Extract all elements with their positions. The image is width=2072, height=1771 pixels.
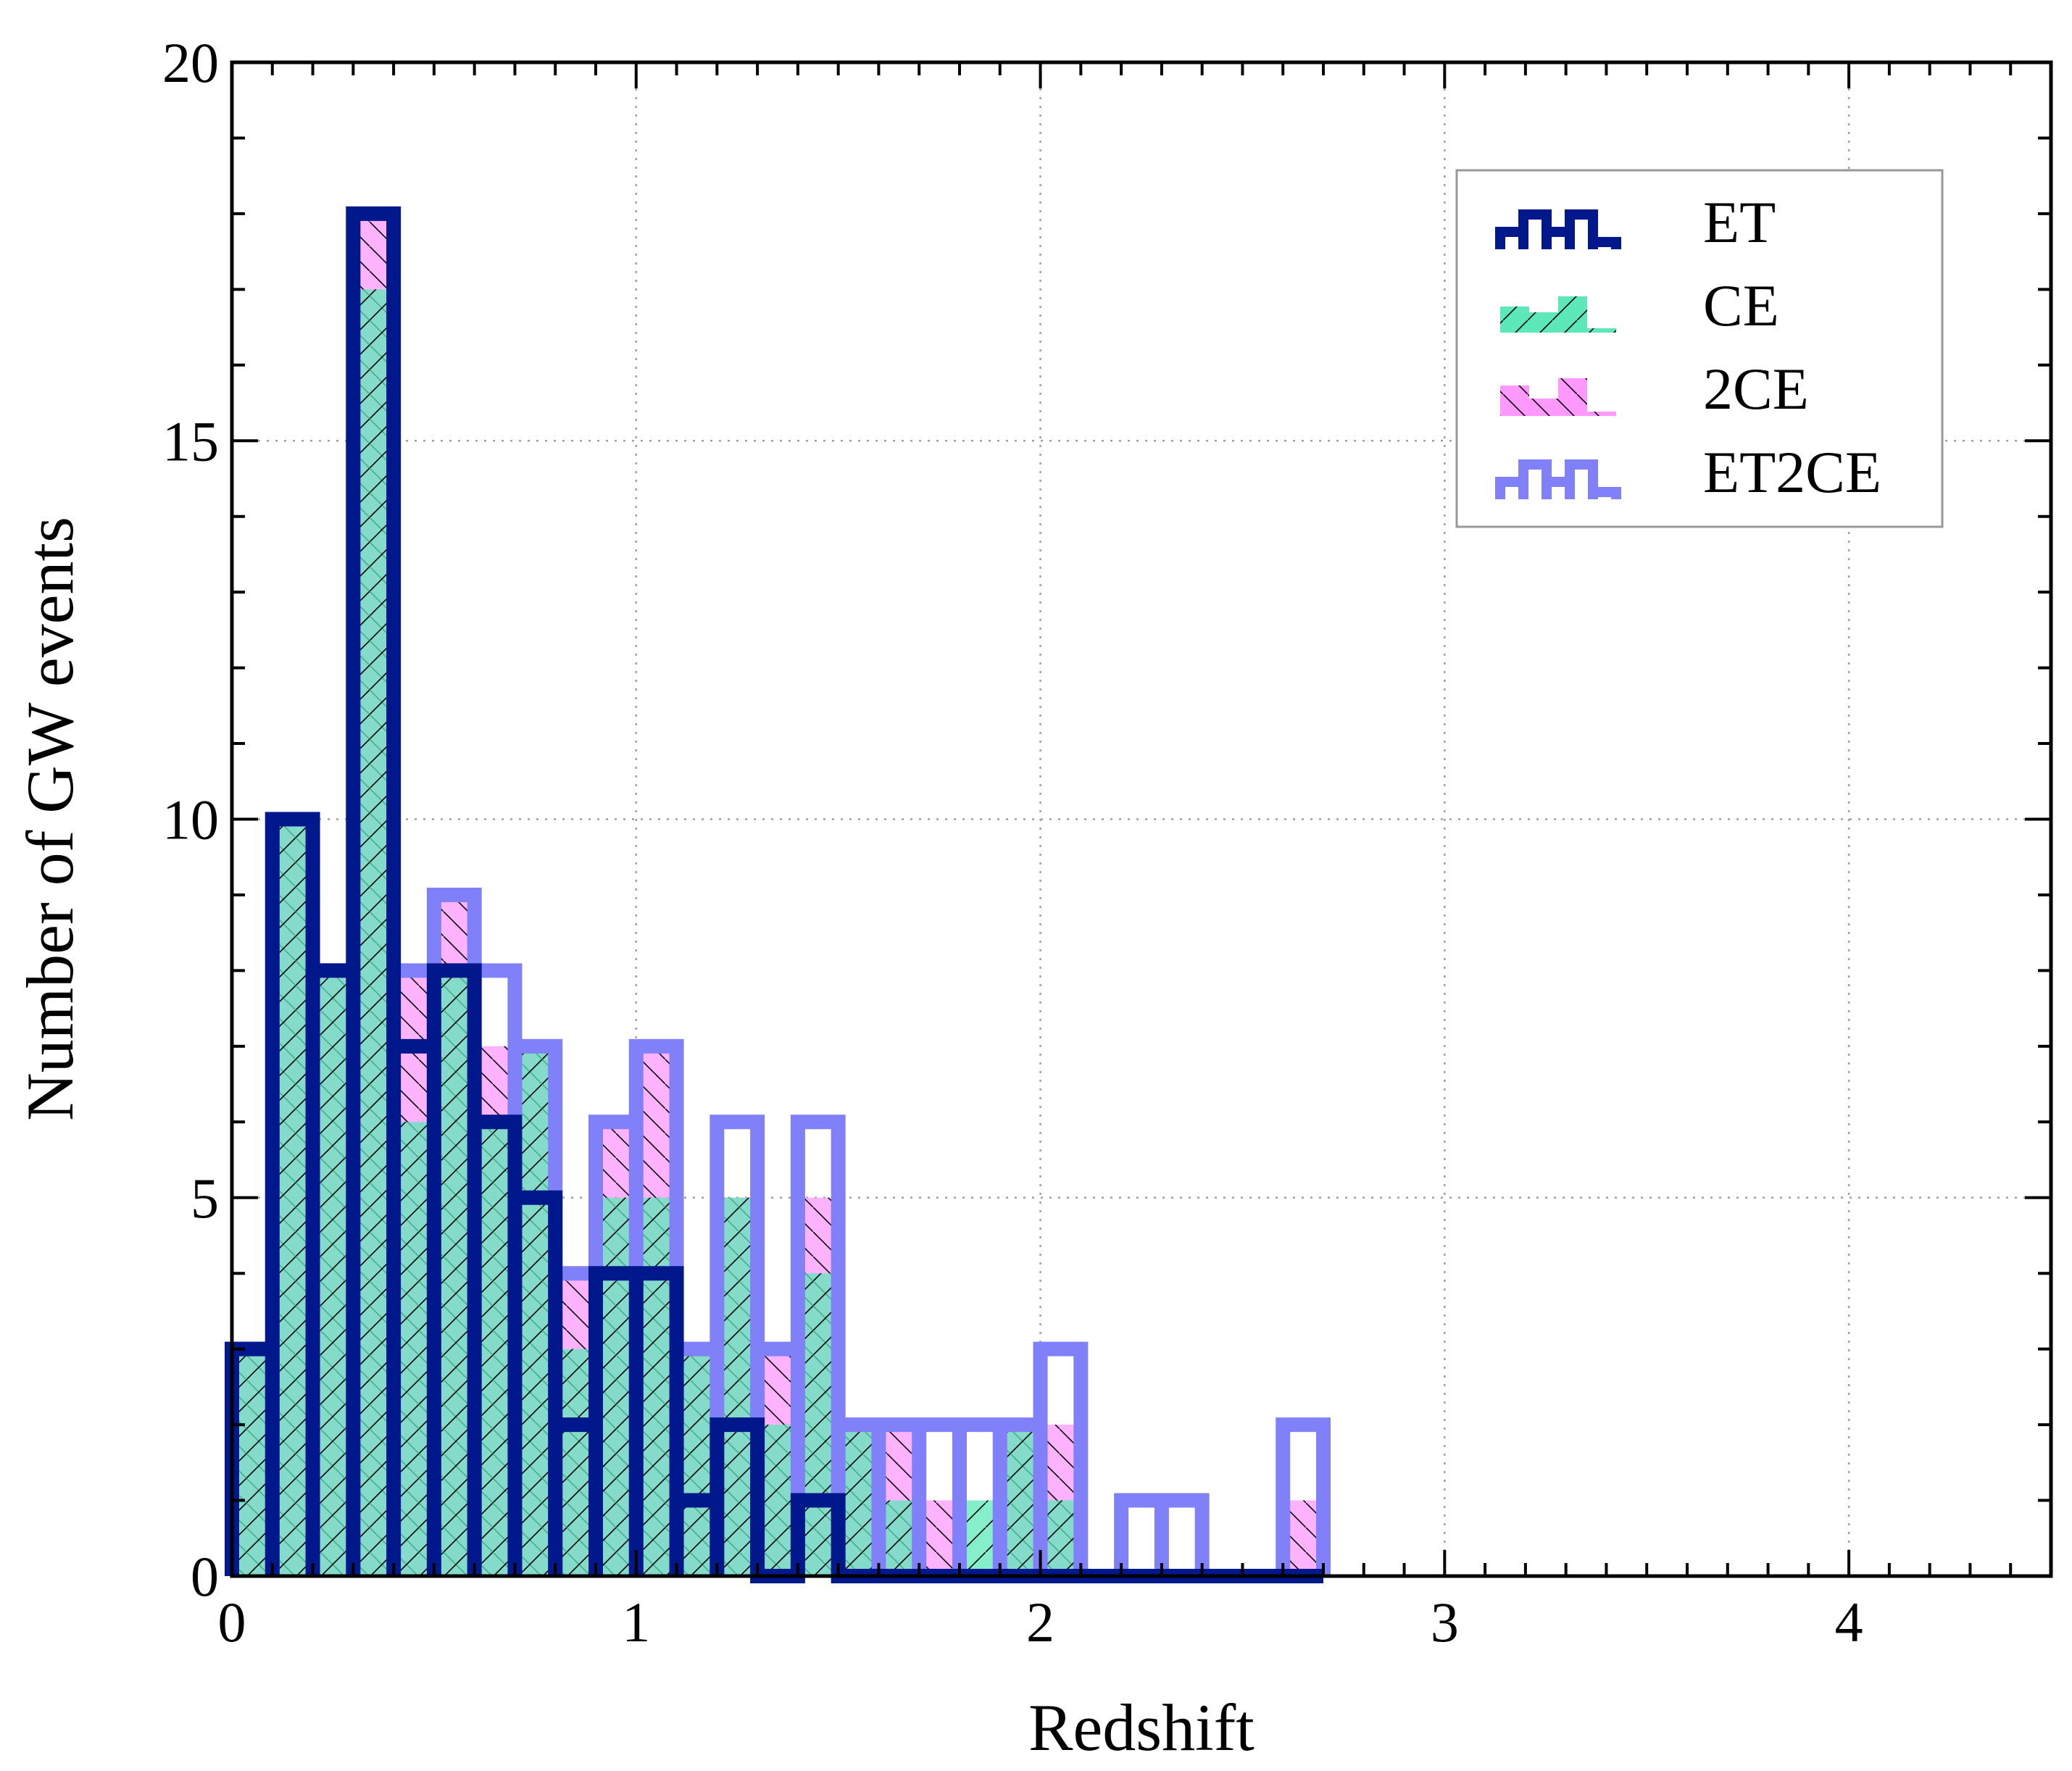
legend: ET CE 2CE ET2CE [1455,169,1944,528]
x-tick-label: 1 [622,1591,650,1654]
y-tick-label: 0 [191,1545,219,1608]
axis-ticks [230,61,2052,1578]
legend-swatch-et2ce [1495,459,1621,499]
legend-swatch-hatch [1529,399,1558,416]
legend-item-et: ET [1495,189,1776,255]
y-tick-label: 20 [162,31,219,94]
legend-item-ce: CE [1500,272,1779,338]
legend-swatch-hatch [1500,386,1529,416]
y-tick-label: 5 [191,1167,219,1230]
legend-item-2ce: 2CE [1500,356,1809,422]
legend-label-ce: CE [1703,272,1779,338]
legend-label-2ce: 2CE [1703,356,1809,422]
x-tick-label: 2 [1026,1591,1054,1654]
x-tick-label: 4 [1835,1591,1863,1654]
legend-item-et2ce: ET2CE [1495,439,1881,505]
tick-labels: 0 1 2 3 4 0 5 10 15 20 [162,31,1863,1654]
legend-label-et: ET [1703,189,1776,255]
legend-swatch-hatch [1587,412,1616,416]
y-tick-label: 15 [162,409,219,472]
legend-swatch-et [1495,209,1621,249]
legend-label-et2ce: ET2CE [1703,439,1881,505]
y-axis-label: Number of GW events [13,517,87,1121]
legend-swatch-hatch [1500,307,1529,333]
x-tick-label: 3 [1431,1591,1459,1654]
legend-swatch-hatch [1529,312,1558,333]
y-tick-label: 10 [162,788,219,851]
legend-swatch-hatch [1587,328,1616,333]
x-axis-label: Redshift [1028,1691,1255,1764]
legend-swatch-hatch [1558,296,1587,333]
legend-swatch-hatch [1558,378,1587,416]
x-tick-label: 0 [218,1591,246,1654]
